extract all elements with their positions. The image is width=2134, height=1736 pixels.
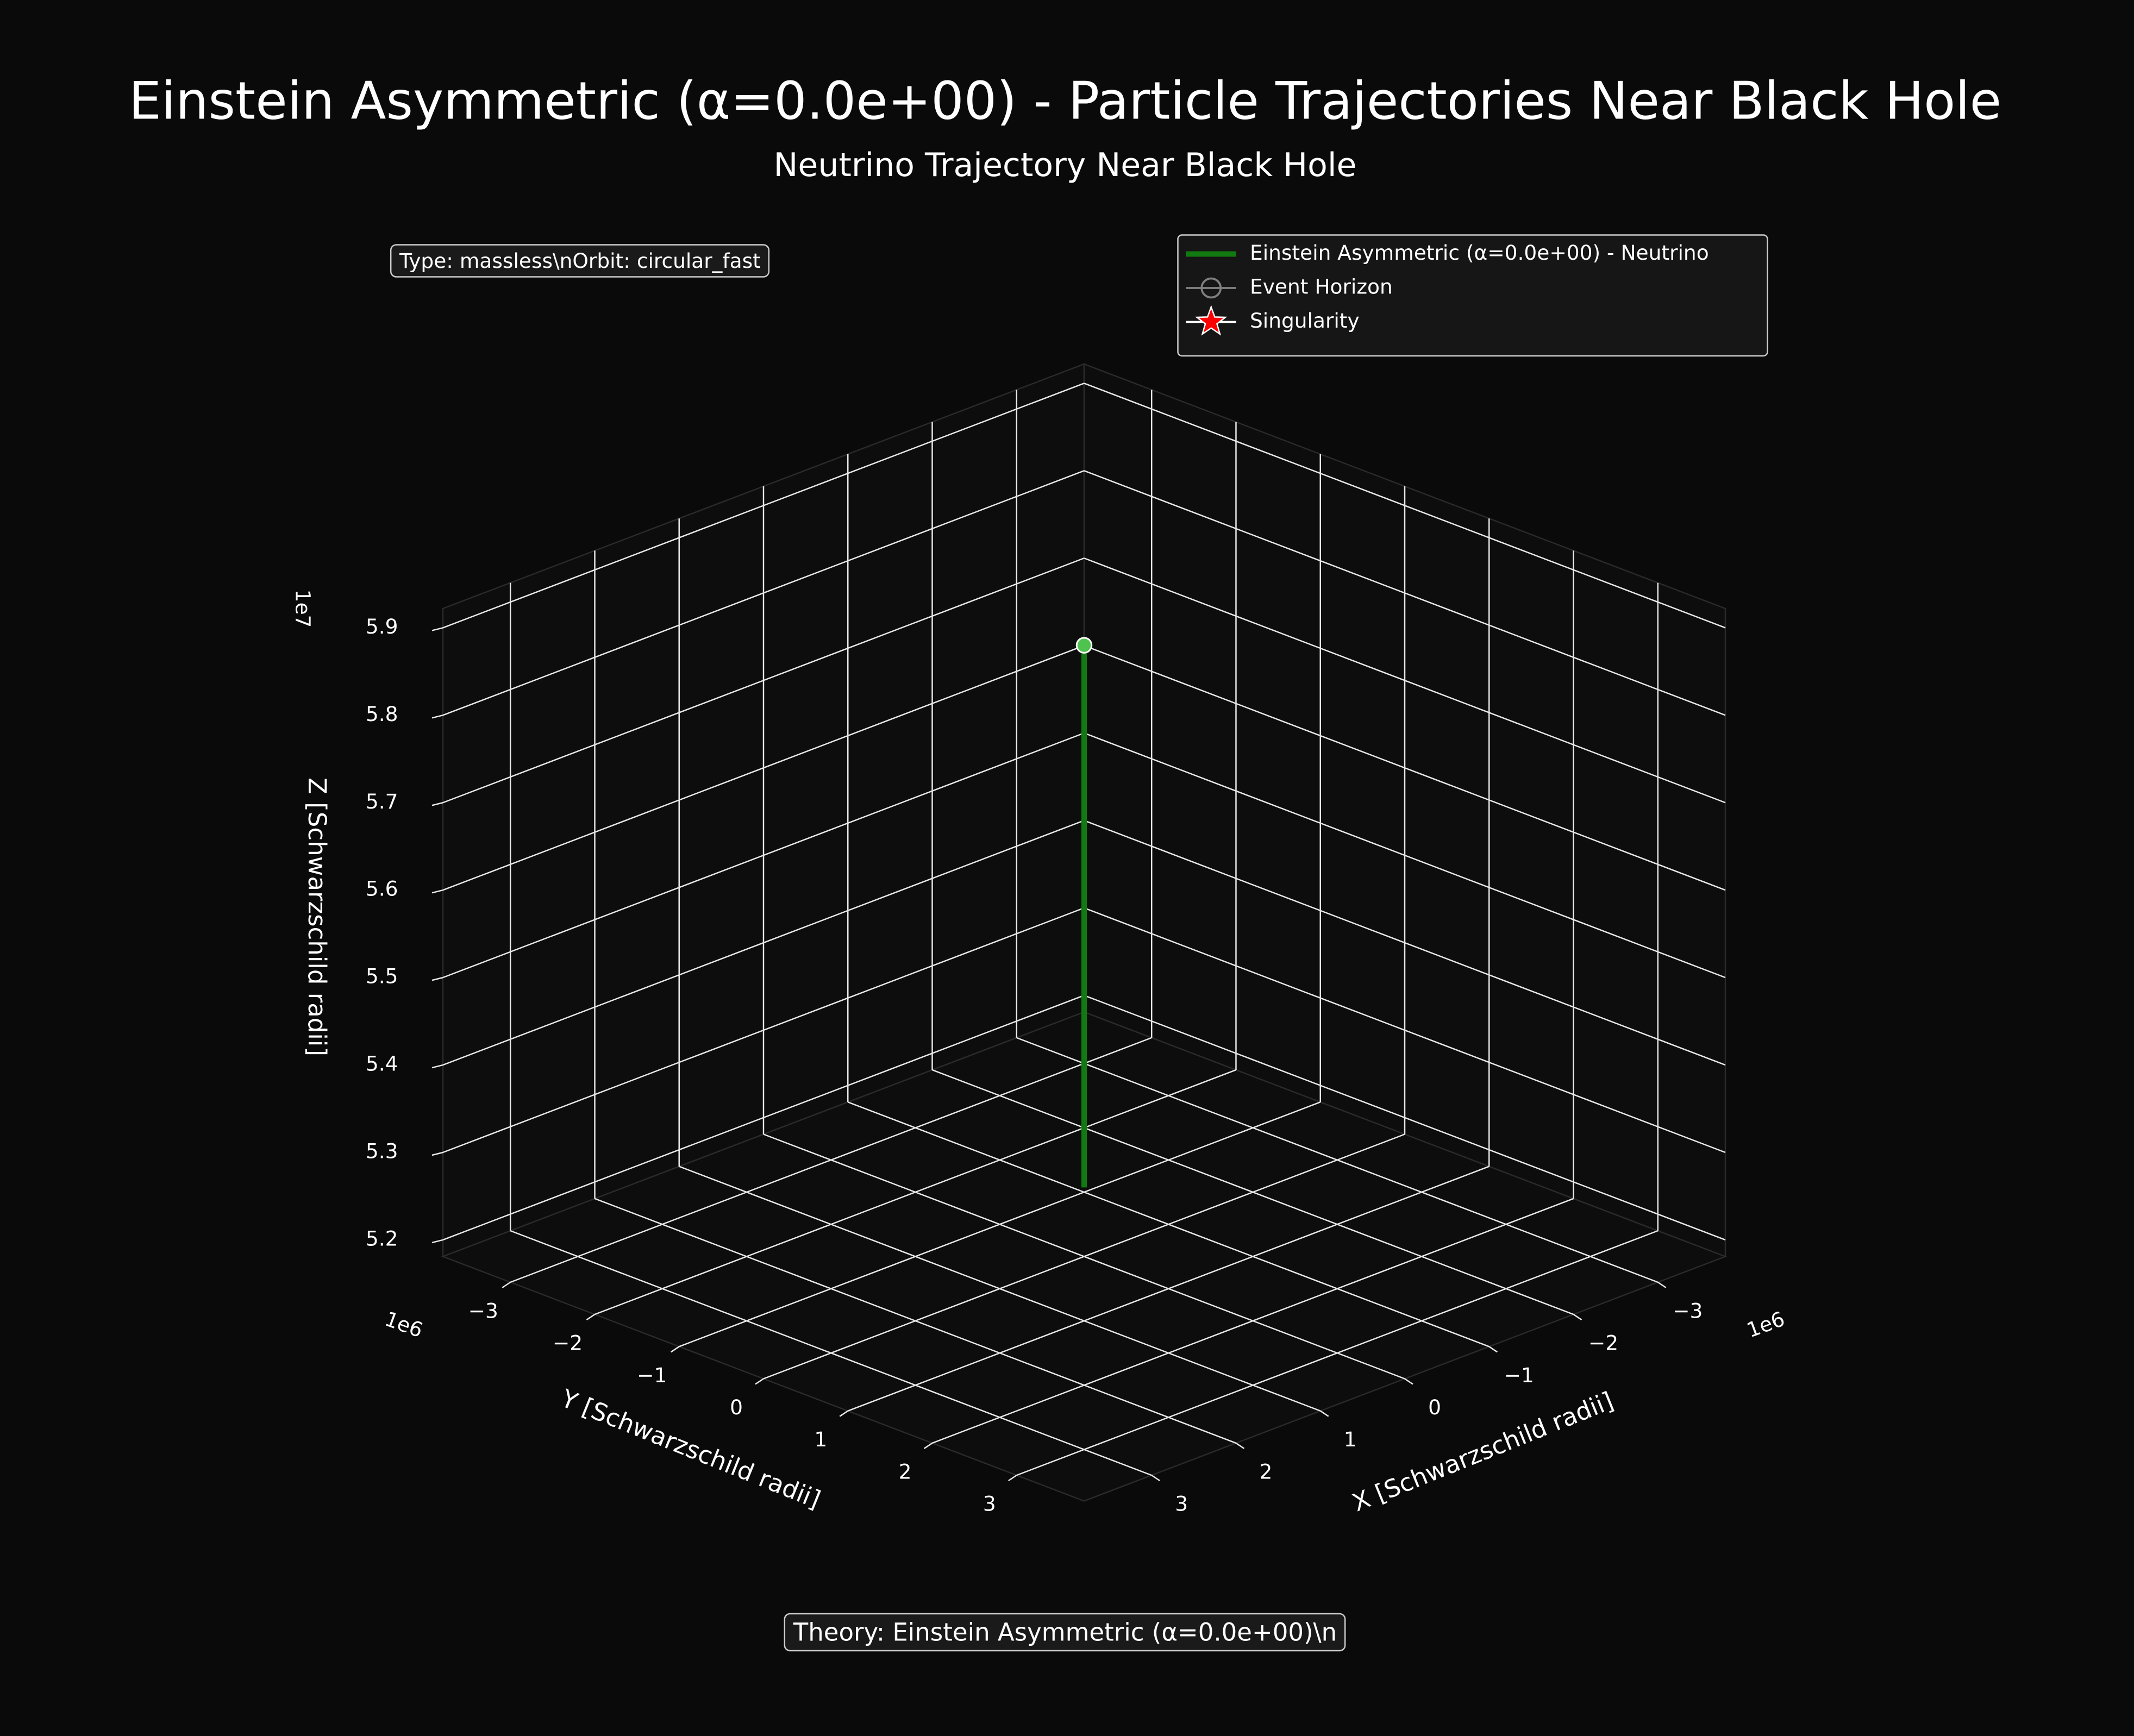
x-tick bbox=[1657, 1281, 1667, 1288]
z-tick bbox=[431, 1064, 443, 1069]
chart-subtitle: Neutrino Trajectory Near Black Hole bbox=[774, 146, 1357, 184]
y-tick bbox=[502, 1281, 511, 1288]
y-tick-label: 2 bbox=[899, 1459, 912, 1483]
grid-line bbox=[1084, 732, 1726, 979]
grid-line bbox=[442, 819, 1085, 1066]
grid-line bbox=[1084, 994, 1726, 1241]
grid-line bbox=[442, 383, 1085, 629]
legend-marker bbox=[1195, 305, 1228, 336]
grid-line bbox=[1084, 645, 1726, 891]
x-tick bbox=[1573, 1314, 1582, 1321]
z-tick bbox=[431, 1239, 443, 1244]
z-tick-label: 5.7 bbox=[366, 789, 398, 813]
grid-line bbox=[442, 994, 1085, 1241]
x-tick-label: 2 bbox=[1260, 1459, 1273, 1483]
x-tick bbox=[1151, 1475, 1160, 1482]
y-tick-label: 0 bbox=[730, 1395, 743, 1419]
x-tick-label: 0 bbox=[1428, 1395, 1441, 1419]
x-tick-label: 3 bbox=[1175, 1492, 1188, 1516]
annotation: Type: massless\nOrbit: circular_fast bbox=[399, 249, 761, 273]
z-tick-label: 5.4 bbox=[366, 1052, 398, 1076]
grid-line bbox=[1084, 383, 1726, 629]
z-offset-label: 1e7 bbox=[291, 590, 315, 628]
grid-line bbox=[442, 907, 1085, 1154]
y-tick-label: −3 bbox=[468, 1299, 498, 1323]
y-tick bbox=[923, 1442, 933, 1449]
z-tick-label: 5.8 bbox=[366, 702, 398, 726]
grid-line bbox=[1084, 470, 1726, 716]
grid-line bbox=[1084, 819, 1726, 1066]
z-tick bbox=[431, 715, 443, 719]
legend-label: Event Horizon bbox=[1250, 275, 1393, 299]
legend-box bbox=[1177, 234, 1768, 357]
y-tick bbox=[839, 1410, 848, 1417]
x-tick bbox=[1404, 1378, 1413, 1385]
y-tick-label: 1 bbox=[814, 1427, 827, 1451]
grid-line bbox=[442, 470, 1085, 716]
x-tick bbox=[1320, 1410, 1329, 1417]
grid-line bbox=[442, 557, 1085, 804]
z-tick bbox=[431, 802, 443, 806]
z-tick bbox=[431, 1151, 443, 1156]
annotation: Theory: Einstein Asymmetric (α=0.0e+00)\… bbox=[793, 1618, 1337, 1647]
y-tick-label: −1 bbox=[637, 1363, 667, 1387]
legend-label: Einstein Asymmetric (α=0.0e+00) - Neutri… bbox=[1250, 241, 1709, 265]
z-tick-label: 5.3 bbox=[366, 1139, 398, 1163]
grid-line bbox=[763, 1133, 1405, 1380]
legend-marker bbox=[1200, 277, 1222, 299]
z-tick-label: 5.9 bbox=[366, 615, 398, 638]
chart-title: Einstein Asymmetric (α=0.0e+00) - Partic… bbox=[129, 71, 2001, 131]
start-point bbox=[1075, 637, 1093, 654]
x-tick-label: −3 bbox=[1673, 1299, 1703, 1323]
annotation-box bbox=[390, 244, 770, 278]
y-tick bbox=[755, 1378, 764, 1385]
grid-line bbox=[442, 732, 1085, 979]
y-tick-label: −2 bbox=[553, 1331, 583, 1355]
x-tick bbox=[1488, 1346, 1498, 1353]
x-tick-label: 1 bbox=[1344, 1427, 1357, 1451]
z-tick bbox=[431, 976, 443, 981]
z-axis-label: Z [Schwarzschild radii] bbox=[303, 778, 331, 1056]
z-tick-label: 5.5 bbox=[366, 964, 398, 988]
y-tick bbox=[671, 1346, 680, 1353]
grid-line bbox=[847, 1165, 1490, 1412]
z-tick-label: 5.6 bbox=[366, 877, 398, 901]
grid-line bbox=[1016, 1230, 1659, 1476]
grid-line bbox=[510, 1037, 1152, 1283]
y-tick bbox=[1008, 1475, 1017, 1482]
grid-line bbox=[1084, 907, 1726, 1154]
y-tick bbox=[586, 1314, 596, 1321]
x-tick bbox=[1235, 1442, 1245, 1449]
annotation-box bbox=[784, 1613, 1346, 1652]
legend-label: Singularity bbox=[1250, 309, 1360, 333]
z-tick bbox=[431, 627, 443, 631]
grid-line bbox=[932, 1198, 1574, 1444]
grid-line bbox=[1084, 557, 1726, 804]
y-tick-label: 3 bbox=[983, 1492, 996, 1516]
grid-line bbox=[442, 645, 1085, 891]
z-tick bbox=[431, 889, 443, 894]
x-tick-label: −2 bbox=[1588, 1331, 1618, 1355]
z-tick-label: 5.2 bbox=[366, 1226, 398, 1250]
grid-line bbox=[679, 1101, 1321, 1348]
x-tick-label: −1 bbox=[1504, 1363, 1534, 1387]
grid-line bbox=[594, 1069, 1236, 1315]
